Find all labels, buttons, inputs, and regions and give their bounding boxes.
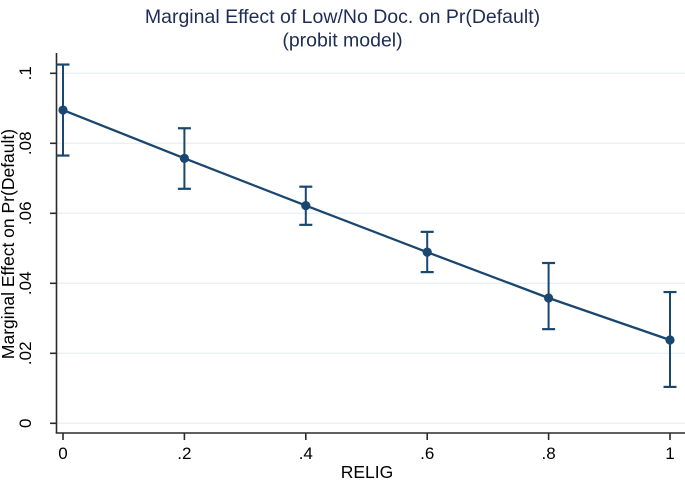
y-tick-label: 0 <box>16 419 35 428</box>
y-tick-label: .02 <box>16 341 35 365</box>
series-line <box>62 108 671 342</box>
x-tick-label: 1 <box>665 444 674 463</box>
plot-area: 0 .02 .04 .06 .08 .1 0 .2 .4 .6 .8 1 <box>16 53 685 463</box>
y-tick-label: .04 <box>16 271 35 295</box>
x-tick-label: 0 <box>58 444 67 463</box>
data-point <box>544 293 554 303</box>
y-tick-label: .1 <box>16 66 35 80</box>
y-axis-label: Marginal Effect on Pr(Default) <box>0 129 18 359</box>
data-point <box>665 335 675 345</box>
y-tick-label: .08 <box>16 131 35 155</box>
data-point <box>58 105 68 115</box>
x-tick-label: .8 <box>542 444 556 463</box>
data-point <box>179 153 189 163</box>
chart-title: Marginal Effect of Low/No Doc. on Pr(Def… <box>145 6 540 28</box>
chart-subtitle: (probit model) <box>282 30 402 52</box>
x-tick-label: .4 <box>299 444 313 463</box>
data-point <box>422 247 432 257</box>
x-tick-label: .2 <box>177 444 191 463</box>
data-point <box>301 201 311 211</box>
x-axis-label: RELIG <box>341 462 394 482</box>
x-tick-label: .6 <box>420 444 434 463</box>
y-tick-label: .06 <box>16 201 35 225</box>
